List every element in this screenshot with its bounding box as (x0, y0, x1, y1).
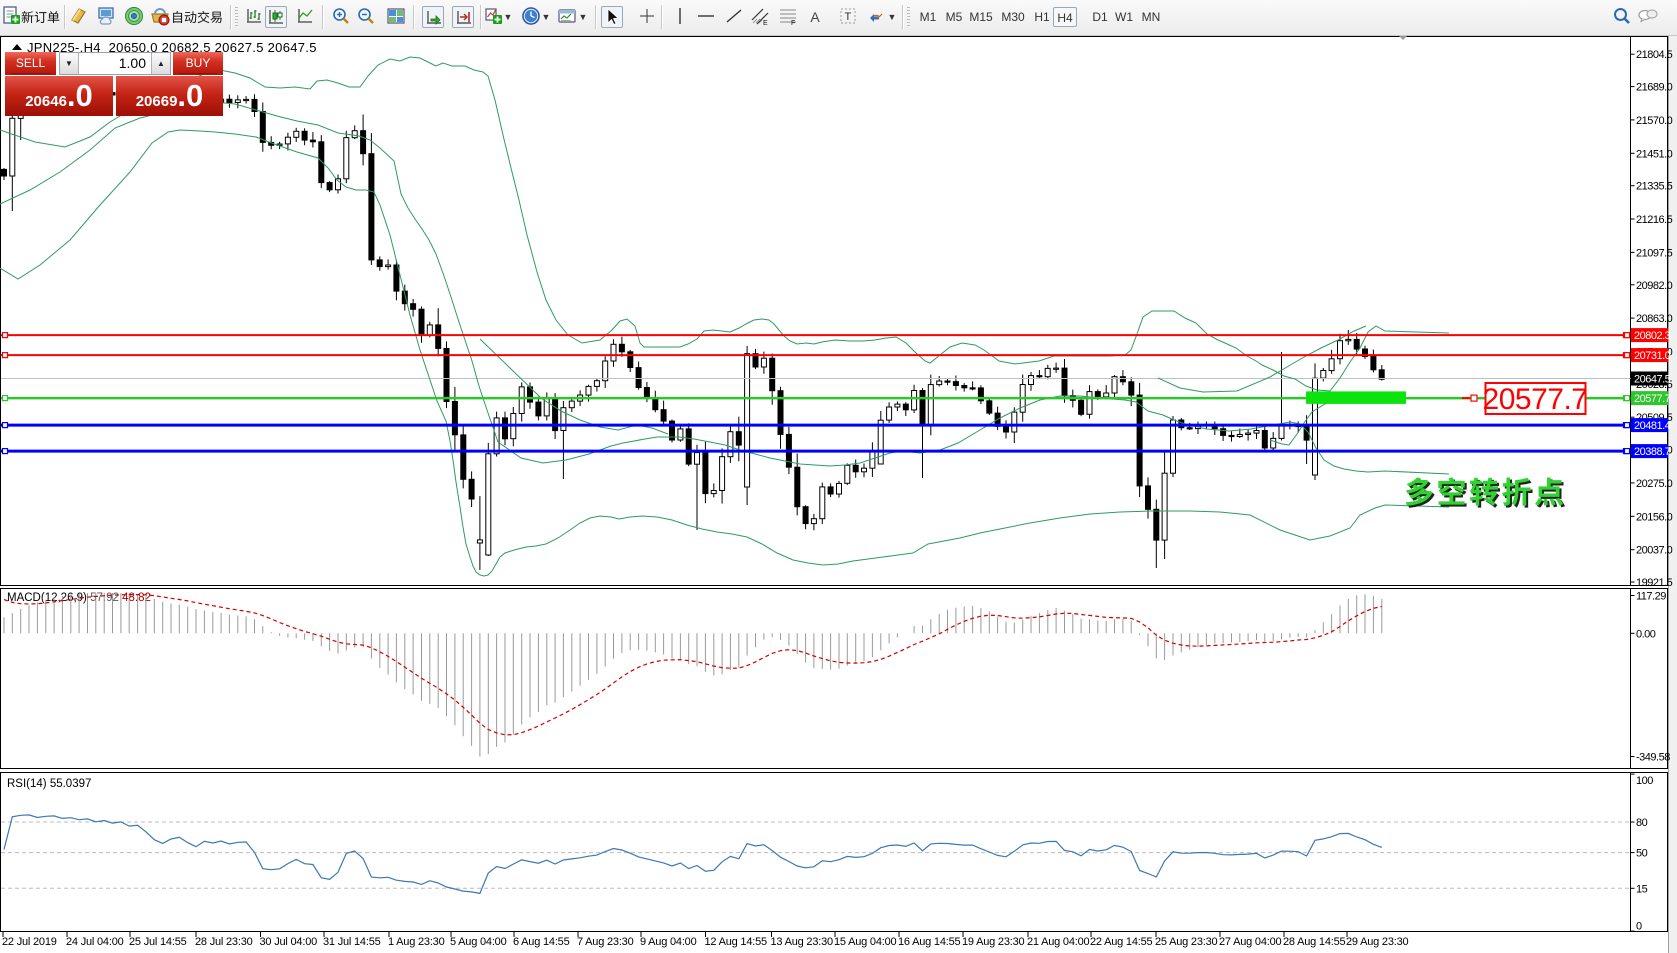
svg-text:16 Aug 14:55: 16 Aug 14:55 (898, 936, 961, 948)
svg-text:19921.5: 19921.5 (1636, 577, 1673, 589)
svg-text:15: 15 (1636, 883, 1648, 895)
svg-text:22 Aug 14:55: 22 Aug 14:55 (1090, 936, 1153, 948)
svg-text:9 Aug 04:00: 9 Aug 04:00 (640, 936, 697, 948)
svg-text:25 Aug 23:30: 25 Aug 23:30 (1155, 936, 1218, 948)
svg-text:22 Jul 2019: 22 Jul 2019 (2, 936, 57, 948)
svg-text:12 Aug 14:55: 12 Aug 14:55 (705, 936, 768, 948)
svg-text:21451.0: 21451.0 (1636, 148, 1673, 160)
svg-text:20037.0: 20037.0 (1636, 545, 1673, 557)
svg-text:20647.5: 20647.5 (1634, 374, 1671, 386)
svg-text:20577.7: 20577.7 (1634, 393, 1671, 405)
svg-text:31 Jul 14:55: 31 Jul 14:55 (323, 936, 381, 948)
svg-text:21804.5: 21804.5 (1636, 49, 1673, 61)
svg-text:F: F (791, 20, 795, 26)
svg-text:80: 80 (1636, 817, 1648, 829)
svg-text:25 Jul 14:55: 25 Jul 14:55 (129, 936, 187, 948)
svg-text:50: 50 (1636, 848, 1648, 860)
svg-text:21216.5: 21216.5 (1636, 214, 1673, 226)
svg-text:27 Aug 04:00: 27 Aug 04:00 (1219, 936, 1282, 948)
svg-text:20802.3: 20802.3 (1634, 330, 1671, 342)
svg-text:21335.5: 21335.5 (1636, 181, 1673, 193)
svg-text:13 Aug 23:30: 13 Aug 23:30 (771, 936, 834, 948)
svg-text:5 Aug 04:00: 5 Aug 04:00 (450, 936, 507, 948)
svg-text:20577.7: 20577.7 (1483, 383, 1588, 416)
svg-text:15 Aug 04:00: 15 Aug 04:00 (834, 936, 897, 948)
svg-text:21 Aug 04:00: 21 Aug 04:00 (1027, 936, 1090, 948)
svg-text:24 Jul 04:00: 24 Jul 04:00 (66, 936, 124, 948)
svg-text:21097.5: 21097.5 (1636, 247, 1673, 259)
svg-text:RSI(14) 55.0397: RSI(14) 55.0397 (7, 778, 91, 790)
svg-text:0.00: 0.00 (1636, 628, 1656, 640)
svg-text:T: T (845, 11, 852, 23)
svg-text:20863.0: 20863.0 (1636, 313, 1673, 325)
svg-text:21689.0: 21689.0 (1636, 82, 1673, 94)
svg-text:1 Aug 23:30: 1 Aug 23:30 (388, 936, 445, 948)
svg-text:20731.0: 20731.0 (1634, 350, 1671, 362)
svg-text:28 Jul 23:30: 28 Jul 23:30 (195, 936, 253, 948)
svg-text:20481.4: 20481.4 (1634, 420, 1671, 432)
svg-text:20156.0: 20156.0 (1636, 511, 1673, 523)
svg-text:7 Aug 23:30: 7 Aug 23:30 (577, 936, 634, 948)
svg-text:19 Aug 23:30: 19 Aug 23:30 (962, 936, 1025, 948)
svg-text:E: E (763, 20, 768, 26)
svg-text:6 Aug 14:55: 6 Aug 14:55 (513, 936, 570, 948)
svg-text:30 Jul 04:00: 30 Jul 04:00 (260, 936, 318, 948)
svg-text:JPN225-,H4 20650.0 20682.5 20: JPN225-,H4 20650.0 20682.5 20627.5 20647… (27, 40, 317, 55)
svg-text:21570.0: 21570.0 (1636, 115, 1673, 127)
svg-text:117.29: 117.29 (1636, 591, 1666, 603)
svg-text:100: 100 (1636, 775, 1653, 787)
svg-text:20982.0: 20982.0 (1636, 280, 1673, 292)
svg-text:28 Aug 14:55: 28 Aug 14:55 (1283, 936, 1346, 948)
svg-text:-349.58: -349.58 (1636, 752, 1670, 764)
svg-text:20388.7: 20388.7 (1634, 446, 1671, 458)
svg-text:20275.0: 20275.0 (1636, 478, 1673, 490)
svg-text:29 Aug 23:30: 29 Aug 23:30 (1346, 936, 1409, 948)
svg-text:0: 0 (1636, 920, 1642, 932)
